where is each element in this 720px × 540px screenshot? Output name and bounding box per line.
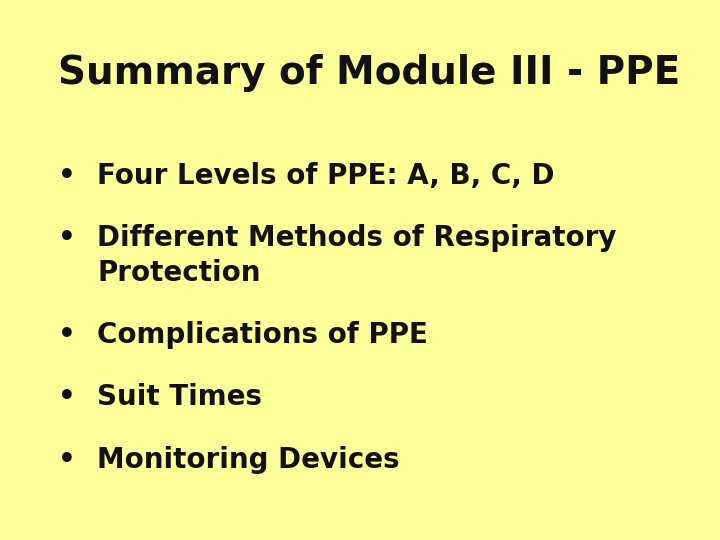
Text: Protection: Protection xyxy=(97,259,261,287)
Text: •: • xyxy=(58,383,76,411)
Text: •: • xyxy=(58,162,76,190)
Text: Summary of Module III - PPE: Summary of Module III - PPE xyxy=(58,54,680,92)
Text: •: • xyxy=(58,321,76,349)
Text: Four Levels of PPE: A, B, C, D: Four Levels of PPE: A, B, C, D xyxy=(97,162,554,190)
Text: •: • xyxy=(58,446,76,474)
Text: Monitoring Devices: Monitoring Devices xyxy=(97,446,400,474)
Text: Suit Times: Suit Times xyxy=(97,383,262,411)
Text: •: • xyxy=(58,224,76,252)
Text: Complications of PPE: Complications of PPE xyxy=(97,321,428,349)
Text: Different Methods of Respiratory: Different Methods of Respiratory xyxy=(97,224,617,252)
